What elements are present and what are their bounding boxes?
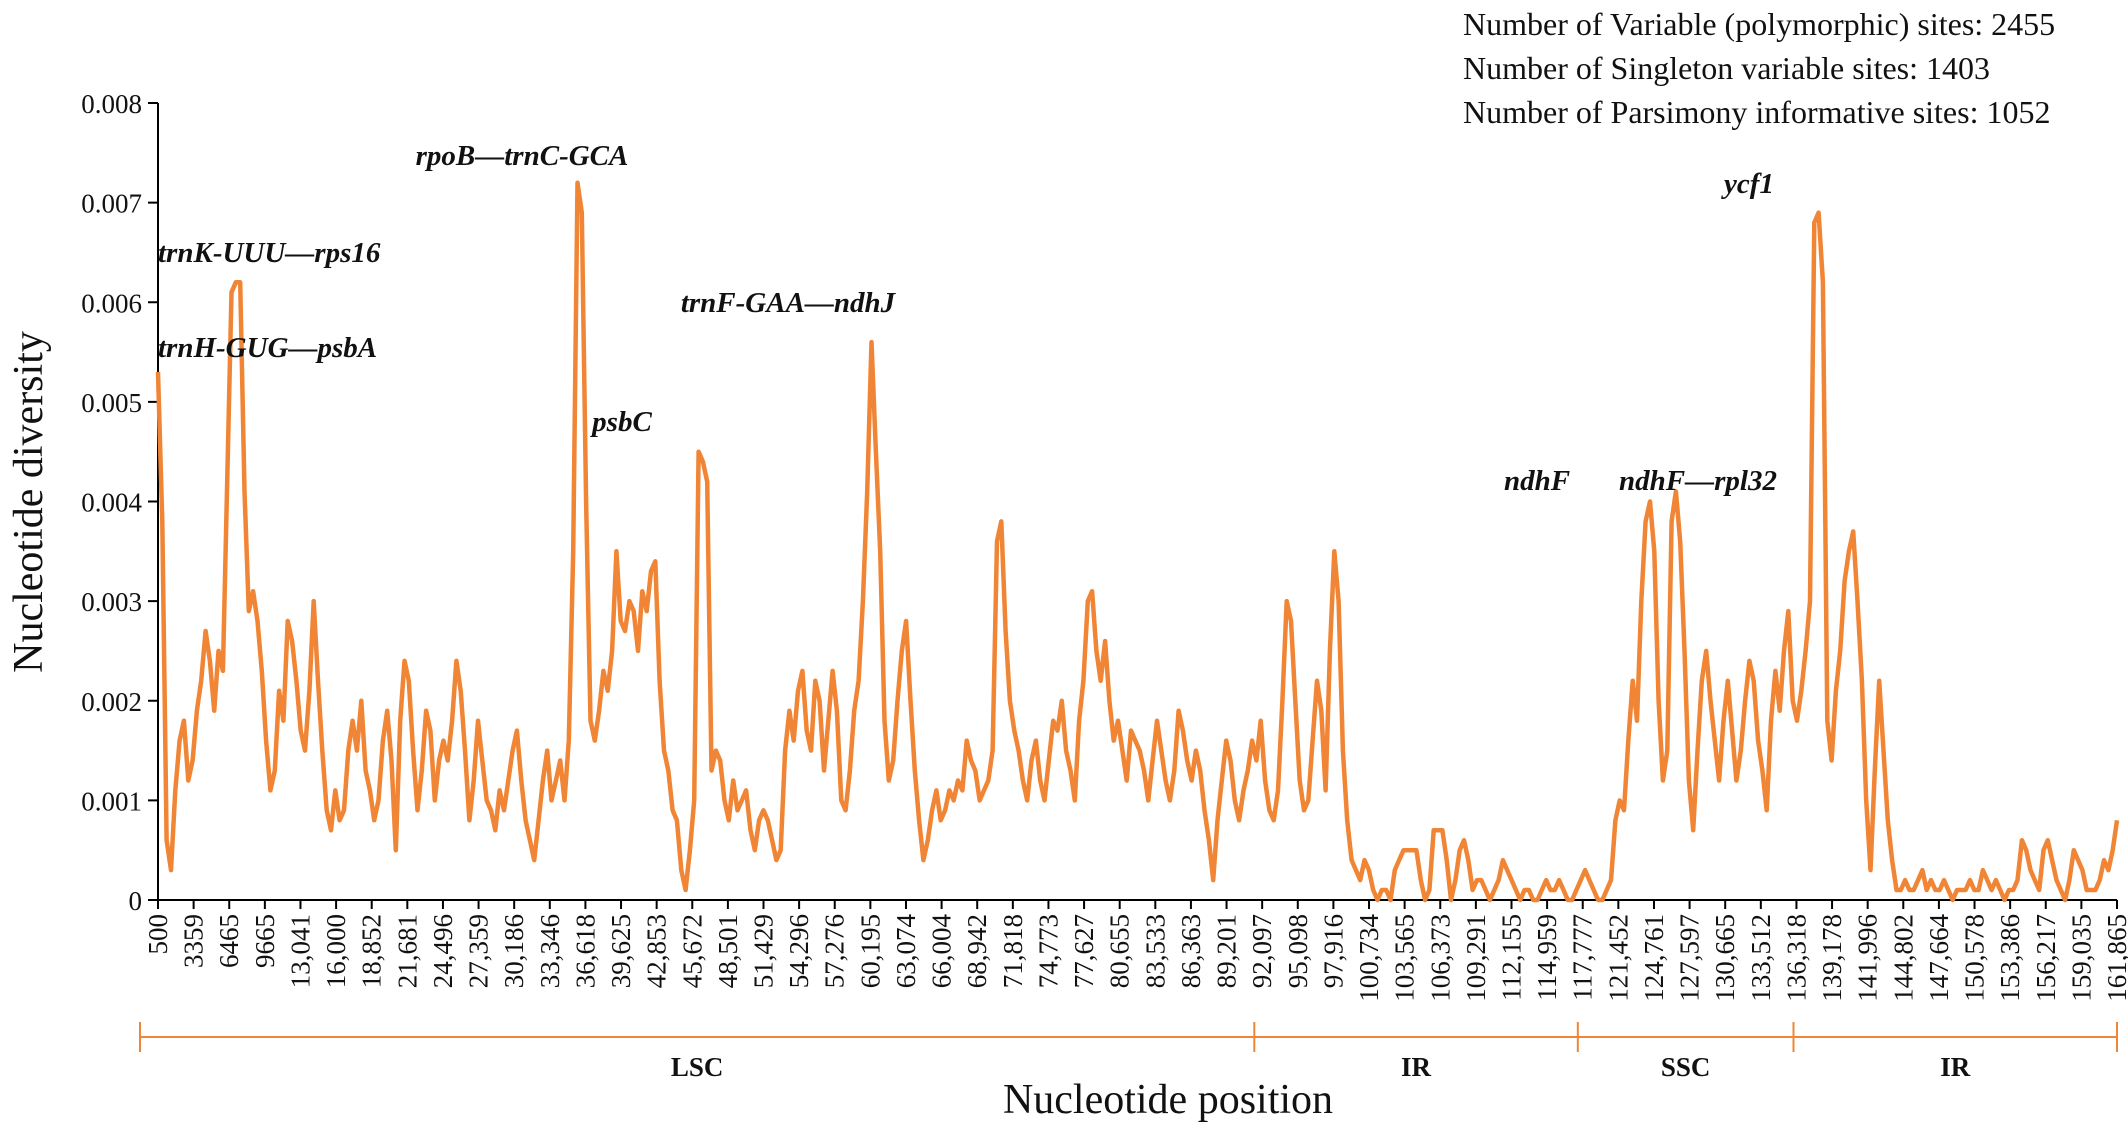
y-tick-label: 0.007	[81, 189, 142, 219]
x-tick-label: 24,496	[428, 914, 458, 988]
x-tick-label: 63,074	[891, 914, 921, 989]
x-tick-label: 130,665	[1710, 914, 1740, 1002]
stat-parsimony-sites: Number of Parsimony informative sites: 1…	[1463, 94, 2051, 130]
x-tick-label: 27,359	[464, 914, 494, 988]
region-label: IR	[1940, 1052, 1971, 1082]
region-label: LSC	[671, 1052, 724, 1082]
x-tick-label: 100,734	[1354, 914, 1384, 1002]
x-tick-label: 71,818	[998, 914, 1028, 988]
y-axis-title: Nucleotide diversity	[6, 331, 52, 673]
x-axis-title: Nucleotide position	[1003, 1077, 1333, 1123]
peak-annotation: ndhF—rpl32	[1619, 465, 1777, 497]
x-tick-label: 150,578	[1960, 914, 1990, 1002]
y-tick-label: 0.008	[81, 89, 142, 119]
x-tick-label: 159,035	[2066, 914, 2096, 1002]
x-tick-label: 114,959	[1532, 914, 1562, 1001]
peak-annotation: ndhF	[1504, 465, 1570, 497]
x-tick-label: 13,041	[285, 914, 315, 988]
y-tick-label: 0.002	[81, 687, 142, 717]
x-tick-label: 80,655	[1105, 914, 1135, 988]
peak-annotation: trnH-GUG—psbA	[158, 332, 377, 364]
x-tick-label: 57,276	[820, 914, 850, 988]
y-tick-label: 0.003	[81, 587, 142, 617]
y-tick-label: 0	[129, 886, 143, 916]
x-tick-label: 144,802	[1888, 914, 1918, 1002]
series-layer	[155, 180, 2120, 903]
x-tick-label: 9665	[250, 914, 280, 968]
region-label: IR	[1401, 1052, 1432, 1082]
x-tick-label: 156,217	[2031, 914, 2061, 1002]
peak-annotation: rpoB—trnC-GCA	[416, 140, 629, 172]
peak-annotation: ycf1	[1721, 168, 1774, 200]
x-tick-label: 39,625	[606, 914, 636, 988]
y-tick-label: 0.006	[81, 288, 142, 318]
x-tick-label: 117,777	[1568, 914, 1598, 1001]
x-tick-label: 3359	[179, 914, 209, 968]
y-tick-labels: 0 0.001 0.002 0.003 0.004 0.005 0.006 0.007 0.00…	[81, 89, 142, 916]
x-tick-label: 30,186	[499, 914, 529, 988]
x-tick-label: 112,155	[1496, 914, 1526, 1001]
x-tick-label: 45,672	[677, 914, 707, 988]
x-tick-label: 161,865	[2102, 914, 2128, 1002]
x-tick-label: 124,761	[1639, 914, 1669, 1002]
x-tick-label: 36,618	[570, 914, 600, 988]
x-tick-label: 54,296	[784, 914, 814, 988]
peak-annotation: psbC	[589, 406, 652, 438]
x-tick-label: 51,429	[749, 914, 779, 988]
x-tick-label: 95,098	[1283, 914, 1313, 988]
diversity-series-line	[155, 180, 2120, 903]
x-tick-label: 97,916	[1318, 914, 1348, 988]
peak-annotation: trnF-GAA—ndhJ	[681, 287, 897, 319]
x-tick-label: 77,627	[1069, 914, 1099, 988]
x-tick-label: 141,996	[1853, 914, 1883, 1002]
x-tick-label: 42,853	[642, 914, 672, 988]
y-tick-label: 0.005	[81, 388, 142, 418]
x-tick-label: 127,597	[1675, 914, 1705, 1002]
region-bar: LSC IR SSC IR	[139, 1022, 2118, 1082]
y-tick-label: 0.004	[81, 488, 142, 518]
x-tick-label: 500	[143, 914, 173, 955]
x-tick-label: 103,565	[1390, 914, 1420, 1002]
x-tick-label: 147,664	[1924, 914, 1954, 1002]
region-label: SSC	[1661, 1052, 1711, 1082]
x-tick-label: 21,681	[392, 914, 422, 988]
x-tick-label: 6465	[214, 914, 244, 968]
x-tick-label: 136,318	[1781, 914, 1811, 1002]
y-tick-label: 0.001	[81, 786, 142, 816]
x-tick-label: 33,346	[535, 914, 565, 988]
x-tick-labels: 500 3359 6465 9665 13,041 16,000 18,852 21,681 2…	[143, 914, 2128, 1002]
x-tick-label: 106,373	[1425, 914, 1455, 1002]
x-tick-label: 133,512	[1746, 914, 1776, 1002]
peak-annotation: trnK-UUU—rps16	[158, 237, 381, 269]
x-tick-label: 109,291	[1461, 914, 1491, 1002]
axes	[148, 102, 2118, 909]
x-tick-label: 139,178	[1817, 914, 1847, 1002]
annotation-layer: trnK-UUU—rps16 trnH-GUG—psbA rpoB—trnC-GCA…	[158, 140, 1777, 497]
x-tick-label: 18,852	[357, 914, 387, 988]
x-tick-label: 48,501	[713, 914, 743, 988]
x-tick-label: 121,452	[1603, 914, 1633, 1002]
x-tick-label: 153,386	[1995, 914, 2025, 1002]
x-tick-label: 83,533	[1140, 914, 1170, 988]
x-tick-label: 86,363	[1176, 914, 1206, 988]
x-tick-label: 16,000	[321, 914, 351, 988]
x-tick-label: 66,004	[927, 914, 957, 989]
stat-singleton-sites: Number of Singleton variable sites: 1403	[1463, 50, 1991, 86]
stat-variable-sites: Number of Variable (polymorphic) sites: …	[1463, 6, 2056, 42]
x-tick-label: 74,773	[1033, 914, 1063, 988]
x-tick-label: 92,097	[1247, 914, 1277, 988]
stats-box: Number of Variable (polymorphic) sites: …	[1463, 2, 2123, 134]
x-tick-label: 68,942	[962, 914, 992, 988]
x-tick-label: 60,195	[855, 914, 885, 988]
x-tick-label: 89,201	[1212, 914, 1242, 988]
